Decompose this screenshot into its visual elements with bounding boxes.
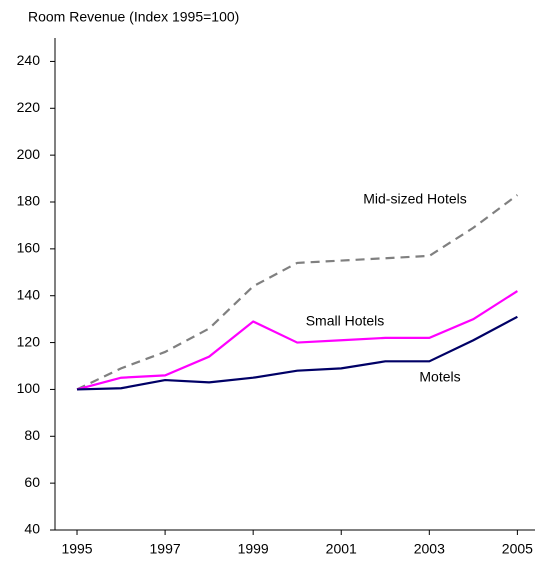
x-tick-label: 2003 bbox=[414, 541, 445, 557]
series-line bbox=[76, 315, 518, 391]
x-tick-label: 1997 bbox=[150, 541, 181, 557]
series-label: Motels bbox=[419, 369, 460, 385]
x-tick-label: 1999 bbox=[238, 541, 269, 557]
series-label: Mid-sized Hotels bbox=[363, 191, 466, 207]
x-tick-label: 2005 bbox=[502, 541, 533, 557]
y-tick-label: 80 bbox=[24, 427, 40, 443]
y-tick-label: 100 bbox=[17, 380, 41, 396]
y-tick-label: 180 bbox=[17, 193, 41, 209]
y-tick-label: 200 bbox=[17, 146, 41, 162]
series-line bbox=[76, 290, 518, 391]
y-tick-label: 220 bbox=[17, 99, 41, 115]
y-tick-label: 40 bbox=[24, 521, 40, 537]
y-tick-label: 120 bbox=[17, 333, 41, 349]
chart-title: Room Revenue (Index 1995=100) bbox=[28, 9, 239, 25]
series-label: Small Hotels bbox=[306, 313, 385, 329]
y-tick-label: 60 bbox=[24, 474, 40, 490]
y-tick-label: 160 bbox=[17, 240, 41, 256]
x-tick-label: 1995 bbox=[61, 541, 92, 557]
y-tick-label: 140 bbox=[17, 286, 41, 302]
x-tick-label: 2001 bbox=[326, 541, 357, 557]
y-tick-label: 240 bbox=[17, 52, 41, 68]
series-line bbox=[76, 194, 519, 391]
